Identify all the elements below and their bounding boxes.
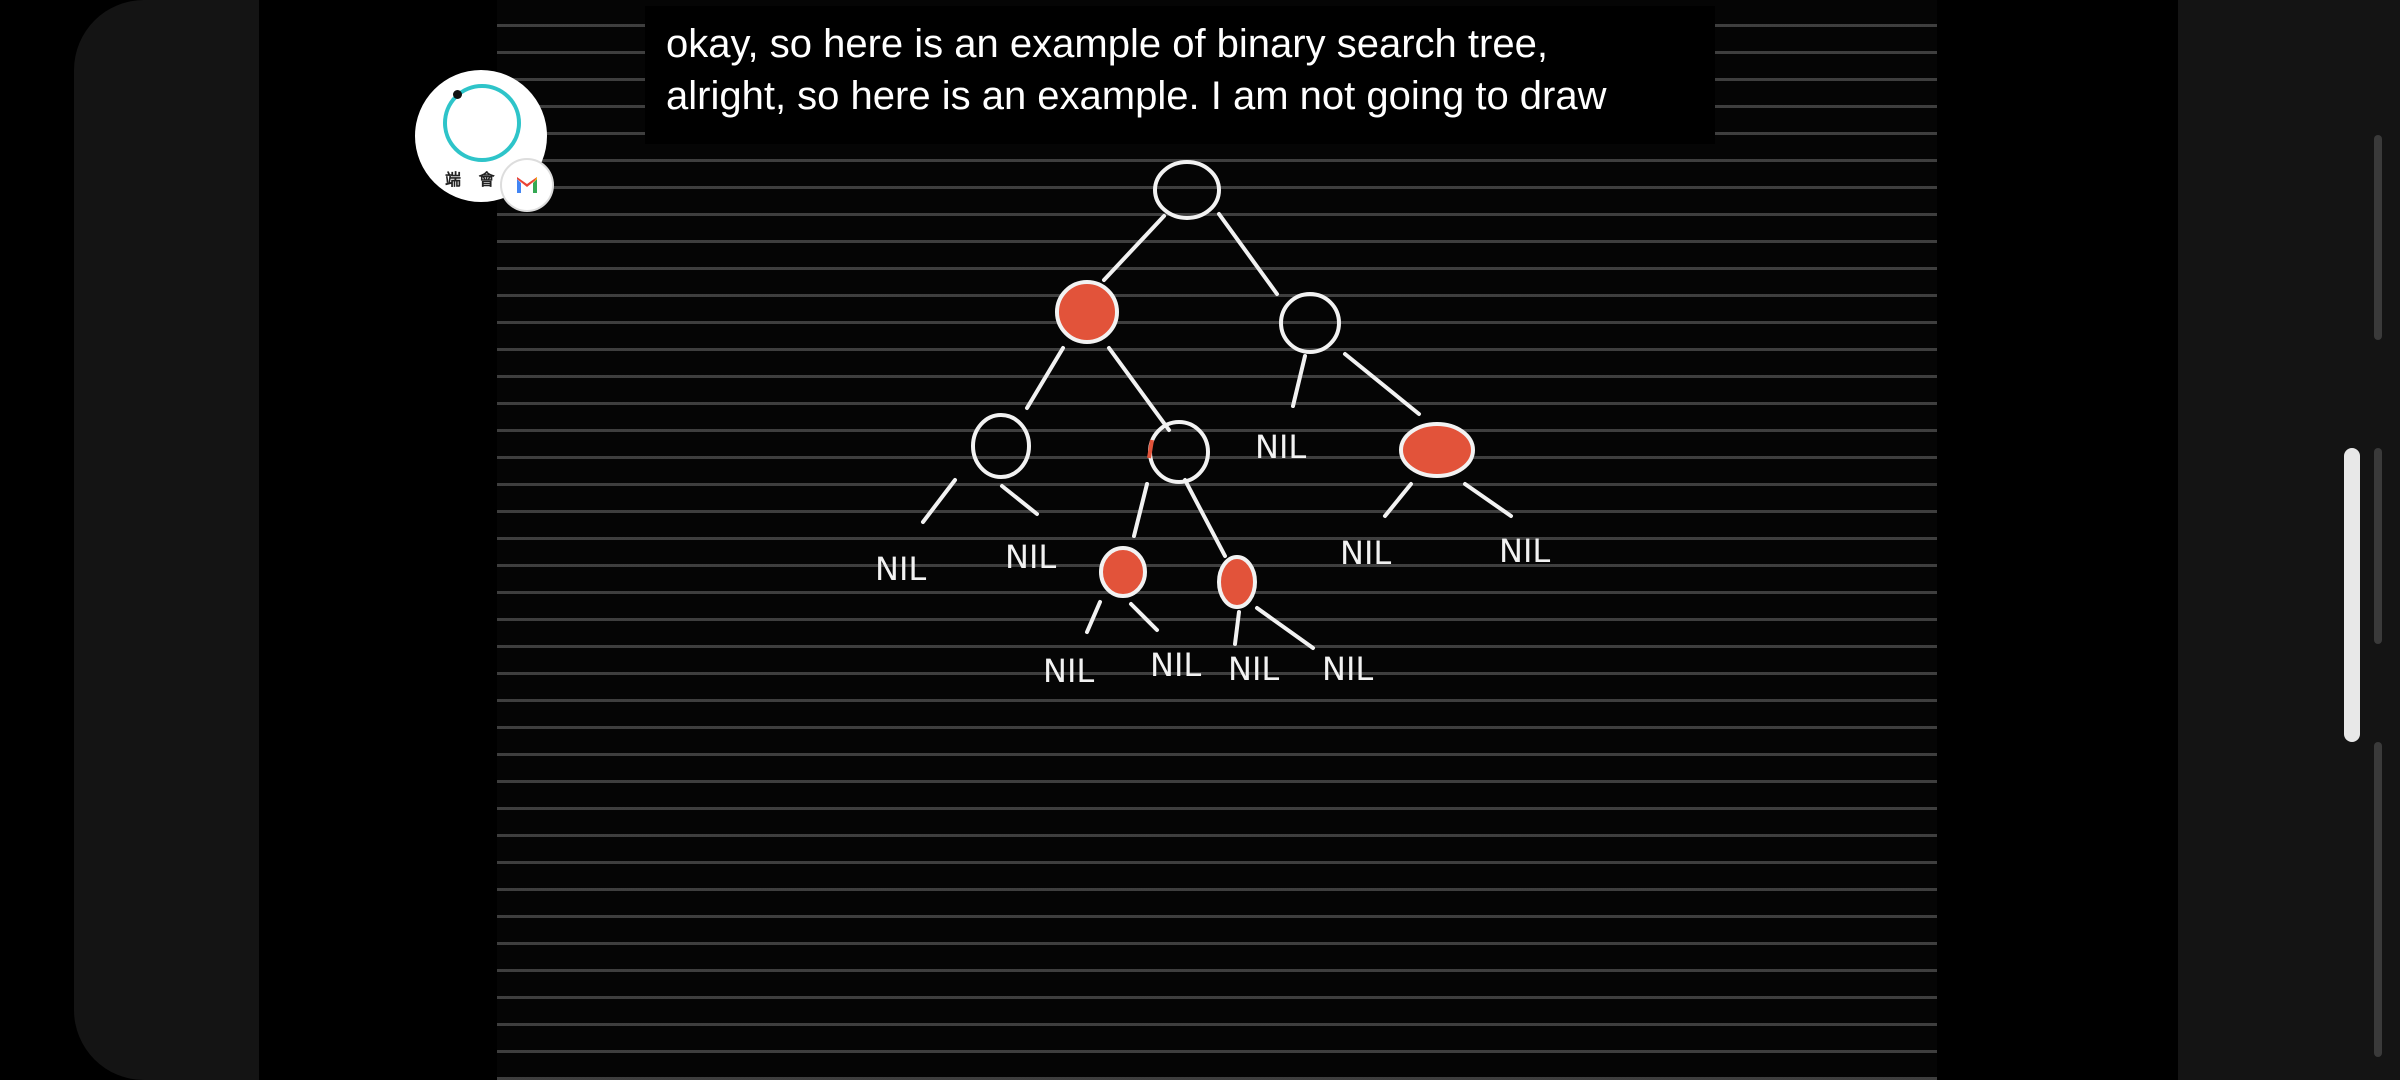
bubble-label: 端 會 [445, 170, 501, 189]
ring-icon [443, 84, 521, 162]
tree-node-red [1055, 280, 1119, 344]
tree-node-red [1099, 546, 1147, 598]
nil-label: NIL [1322, 650, 1373, 688]
tree-edge [1107, 346, 1171, 432]
tree-edge [1217, 212, 1279, 296]
nil-label: NIL [1228, 650, 1279, 688]
tree-edge [1383, 482, 1413, 518]
tree-node-root [1153, 160, 1221, 220]
tree-edge [1129, 602, 1159, 632]
scrollbar-track [2374, 742, 2382, 1057]
right-side-panel [2178, 0, 2400, 1080]
tree-edge [1000, 484, 1039, 516]
tree-edge [1183, 478, 1227, 558]
tree-node-black [971, 413, 1031, 479]
tree-node-red [1217, 555, 1257, 609]
binary-search-tree-drawing: NIL NIL NIL NIL NIL NIL NIL NIL NIL [875, 160, 1550, 690]
nil-label: NIL [1340, 534, 1391, 572]
tree-edge [1343, 352, 1421, 416]
caption-line-2: alright, so here is an example. I am not… [666, 74, 1607, 118]
nil-label: NIL [1150, 646, 1201, 684]
nil-label: NIL [875, 550, 926, 588]
gmail-icon[interactable] [502, 160, 552, 210]
nil-label: NIL [1499, 532, 1550, 570]
tree-node-black [1148, 420, 1210, 484]
tree-edge [1255, 606, 1315, 650]
gmail-logo-icon [517, 177, 537, 193]
dot-icon [453, 90, 462, 99]
tree-node-mark [1147, 439, 1154, 459]
tree-edge [921, 478, 957, 524]
tree-edge [1233, 610, 1241, 646]
scrollbar-track [2374, 135, 2382, 340]
scrollbar-track [2374, 448, 2382, 644]
live-caption: okay, so here is an example of binary se… [645, 6, 1715, 144]
tree-edge [1085, 600, 1102, 634]
nil-label: NIL [1255, 428, 1306, 466]
caption-line-1: okay, so here is an example of binary se… [666, 22, 1548, 66]
tree-node-red [1399, 422, 1475, 478]
nil-label: NIL [1043, 652, 1094, 690]
tree-edge [1291, 354, 1307, 408]
tree-edge [1463, 482, 1513, 518]
tree-edge [1025, 346, 1065, 410]
left-side-panel [74, 0, 259, 1080]
tree-edge [1102, 214, 1166, 282]
tree-node-black [1279, 292, 1341, 354]
nil-label: NIL [1005, 538, 1056, 576]
scrollbar-thumb[interactable] [2344, 448, 2360, 742]
tree-edge [1132, 482, 1149, 538]
